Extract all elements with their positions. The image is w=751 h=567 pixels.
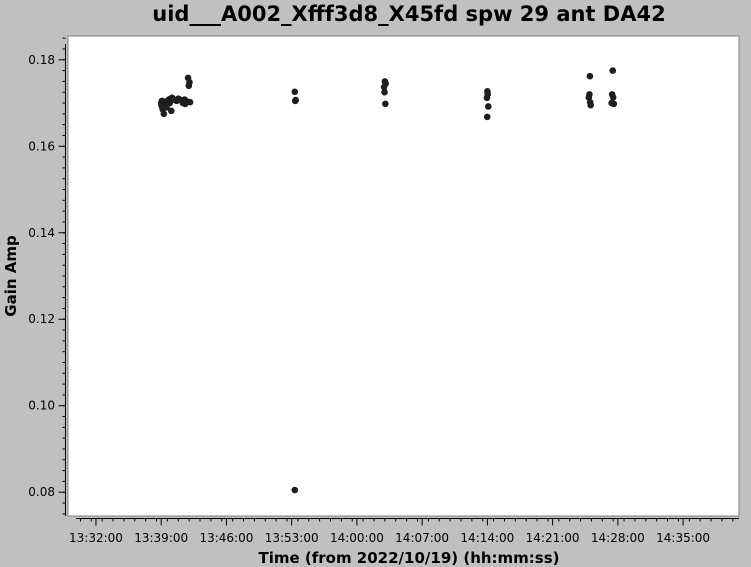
y-tick-label: 0.16 bbox=[28, 139, 55, 153]
data-points bbox=[157, 67, 618, 494]
x-tick-label: 14:21:00 bbox=[526, 531, 580, 545]
y-tick-label: 0.14 bbox=[28, 226, 55, 240]
data-point bbox=[291, 486, 299, 494]
data-point bbox=[292, 96, 300, 104]
x-tick-label: 14:14:00 bbox=[460, 531, 514, 545]
x-tick-label: 14:28:00 bbox=[591, 531, 645, 545]
data-point bbox=[380, 83, 388, 91]
x-tick-label: 14:00:00 bbox=[330, 531, 384, 545]
x-tick-label: 13:46:00 bbox=[199, 531, 253, 545]
data-point bbox=[609, 94, 617, 101]
data-point bbox=[160, 110, 168, 118]
y-axis-label: Gain Amp bbox=[2, 235, 20, 317]
plot-area bbox=[67, 35, 740, 517]
data-point bbox=[587, 101, 594, 109]
data-point bbox=[586, 72, 594, 80]
y-tick-label: 0.10 bbox=[28, 399, 55, 413]
data-point bbox=[485, 103, 492, 110]
x-ticks: 13:32:00 13:39:00 13:46:00 13:53:00 14:00:00… bbox=[69, 518, 734, 545]
data-point bbox=[186, 78, 193, 86]
data-point bbox=[382, 100, 389, 108]
data-point bbox=[609, 67, 617, 74]
x-axis-label: Time (from 2022/10/19) (hh:mm:ss) bbox=[258, 549, 559, 567]
x-tick-label: 14:35:00 bbox=[656, 531, 710, 545]
data-point bbox=[186, 98, 194, 106]
data-point bbox=[381, 88, 388, 96]
y-ticks: 0.08 0.10 0.12 0.14 0.16 0.18 bbox=[28, 37, 66, 515]
data-point bbox=[291, 88, 299, 96]
data-point bbox=[483, 113, 491, 121]
x-tick-label: 14:07:00 bbox=[395, 531, 449, 545]
data-point bbox=[483, 94, 491, 102]
data-point bbox=[167, 107, 175, 115]
x-tick-label: 13:39:00 bbox=[134, 531, 188, 545]
x-tick-label: 13:32:00 bbox=[69, 531, 123, 545]
chart-title: uid___A002_Xfff3d8_X45fd spw 29 ant DA42 bbox=[152, 2, 665, 26]
y-tick-label: 0.08 bbox=[28, 485, 55, 499]
data-point bbox=[610, 100, 618, 108]
y-tick-label: 0.12 bbox=[28, 312, 55, 326]
y-tick-label: 0.18 bbox=[28, 53, 55, 67]
x-tick-label: 13:53:00 bbox=[265, 531, 319, 545]
